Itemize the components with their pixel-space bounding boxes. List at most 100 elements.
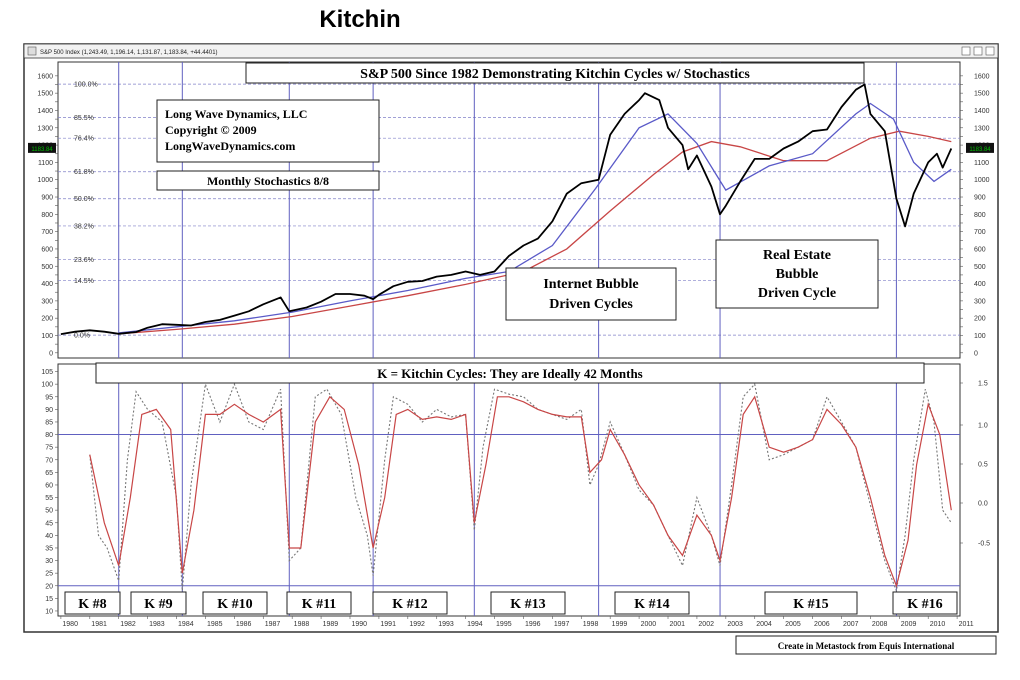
cycle-label-text: K #11 (302, 597, 337, 612)
x-axis-year-label: 2008 (872, 621, 888, 628)
stochastics-label-box (156, 170, 380, 191)
cycle-label-box (372, 591, 448, 615)
x-axis-year-label: 1983 (149, 621, 165, 628)
stoch-right-tick-label: 1.0 (978, 423, 988, 430)
cycle-label-text: K #14 (634, 597, 669, 612)
cycle-label-text: K #16 (907, 597, 942, 612)
price-left-tick-label: 700 (41, 229, 53, 236)
price-panel-border (57, 61, 961, 359)
x-axis-year-label: 2007 (843, 621, 859, 628)
cycle-label-box (64, 591, 121, 615)
x-axis-year-label: 1988 (294, 621, 310, 628)
internet-bubble-text: Driven Cycles (549, 297, 633, 312)
x-axis-year-label: 1982 (120, 621, 136, 628)
price-left-tick-label: 1000 (37, 177, 53, 184)
x-axis-year-label: 2009 (901, 621, 917, 628)
stoch-left-tick-label: 85 (45, 419, 53, 426)
price-left-tick-label: 600 (41, 246, 53, 253)
price-ma-fast-line (118, 102, 952, 334)
stoch-left-tick-label: 25 (45, 571, 53, 578)
stoch-right-tick-label: 0.5 (978, 462, 988, 469)
price-right-tick-label: 1000 (974, 177, 990, 184)
x-axis-year-label: 1980 (62, 621, 78, 628)
x-axis-year-label: 1992 (409, 621, 425, 628)
cycle-label-box (286, 591, 352, 615)
real-estate-bubble-text: Driven Cycle (758, 286, 836, 301)
cycle-label-text: K #10 (217, 597, 252, 612)
real-estate-bubble-text: Bubble (776, 267, 819, 282)
stoch-d-line (89, 395, 952, 588)
price-right-tick-label: 100 (974, 333, 986, 340)
x-axis-year-label: 1998 (583, 621, 599, 628)
stoch-left-tick-label: 65 (45, 470, 53, 477)
maximize-icon[interactable] (973, 46, 983, 56)
stoch-right-tick-label: -0.5 (978, 541, 990, 548)
price-left-tick-label: 1500 (37, 91, 53, 98)
real-estate-bubble-box (715, 239, 879, 309)
x-axis-year-label: 1981 (91, 621, 107, 628)
price-left-tick-label: 1300 (37, 125, 53, 132)
x-axis-year-label: 2003 (727, 621, 743, 628)
fib-level-label: 38.2% (74, 223, 94, 230)
x-axis-year-label: 2000 (641, 621, 657, 628)
price-right-tick-label: 1300 (974, 125, 990, 132)
stoch-left-tick-label: 105 (41, 369, 53, 376)
fib-level-label: 0.0% (74, 333, 90, 340)
stoch-left-tick-label: 45 (45, 520, 53, 527)
stoch-left-tick-label: 40 (45, 533, 53, 540)
real-estate-bubble-text: Real Estate (763, 248, 831, 263)
x-axis-year-label: 1985 (207, 621, 223, 628)
cycle-label-text: K #8 (78, 597, 106, 612)
close-icon[interactable] (985, 46, 995, 56)
right-value-badge (966, 142, 994, 153)
x-axis-year-label: 2010 (930, 621, 946, 628)
stoch-left-tick-label: 55 (45, 495, 53, 502)
cycle-label-text: K #15 (793, 597, 828, 612)
stoch-title-text: K = Kitchin Cycles: They are Ideally 42 … (377, 366, 642, 381)
stoch-left-tick-label: 100 (41, 382, 53, 389)
x-axis-year-label: 1991 (380, 621, 396, 628)
price-left-tick-label: 200 (41, 316, 53, 323)
copyright-line: Long Wave Dynamics, LLC (165, 107, 307, 121)
price-right-tick-label: 0 (974, 350, 978, 357)
window-icon (27, 46, 37, 56)
stoch-left-tick-label: 35 (45, 545, 53, 552)
x-axis-year-label: 2001 (670, 621, 686, 628)
stoch-title-box (95, 362, 925, 384)
fib-level-label: 85.5% (74, 115, 94, 122)
stoch-left-tick-label: 90 (45, 407, 53, 414)
price-left-tick-label: 1600 (37, 73, 53, 80)
cycle-label-box (764, 591, 858, 615)
fib-level-label: 100.0% (74, 82, 98, 89)
price-right-tick-label: 1400 (974, 108, 990, 115)
price-left-tick-label: 1100 (38, 160, 53, 167)
stoch-left-tick-label: 70 (45, 457, 53, 464)
copyright-line: Copyright © 2009 (165, 123, 257, 137)
price-left-tick-label: 900 (41, 195, 53, 202)
price-right-tick-label: 1100 (974, 160, 989, 167)
x-axis-year-label: 2005 (785, 621, 801, 628)
right-value-badge-text: 1183.84 (969, 147, 991, 153)
x-axis-year-label: 1997 (554, 621, 570, 628)
cycle-label-text: K #12 (392, 597, 427, 612)
minimize-icon[interactable] (961, 46, 971, 56)
price-left-tick-label: 500 (41, 264, 53, 271)
x-axis-year-label: 1995 (496, 621, 512, 628)
price-right-tick-label: 600 (974, 246, 986, 253)
price-left-tick-label: 400 (41, 281, 53, 288)
copyright-box (156, 99, 380, 163)
price-right-tick-label: 300 (974, 298, 986, 305)
footer-credit-box (735, 635, 997, 655)
price-right-tick-label: 400 (974, 281, 986, 288)
stoch-right-tick-label: 0.0 (978, 501, 988, 508)
price-right-tick-label: 900 (974, 195, 986, 202)
stoch-left-tick-label: 80 (45, 432, 53, 439)
internet-bubble-text: Internet Bubble (543, 277, 638, 292)
price-right-tick-label: 1600 (974, 73, 990, 80)
x-axis-year-label: 2011 (959, 621, 974, 628)
stoch-k-line (89, 382, 952, 593)
stoch-left-tick-label: 95 (45, 394, 53, 401)
price-left-tick-label: 300 (41, 298, 53, 305)
price-left-tick-label: 1400 (37, 108, 53, 115)
